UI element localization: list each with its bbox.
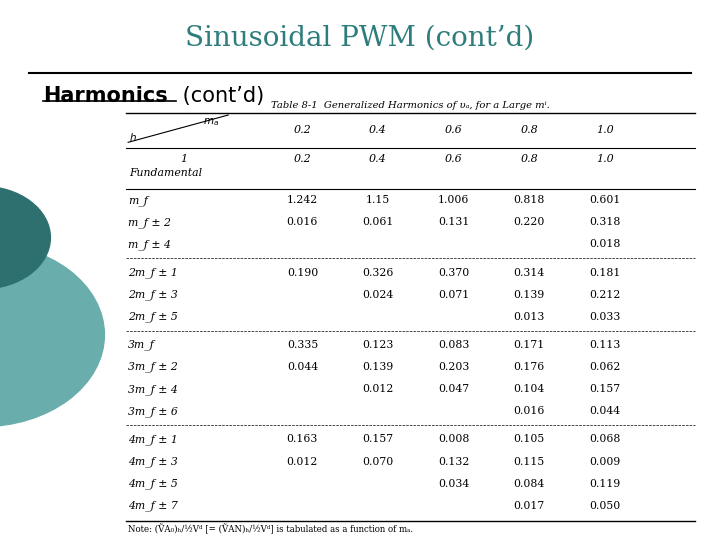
Text: 0.8: 0.8: [521, 125, 538, 135]
Text: 0.318: 0.318: [589, 217, 621, 227]
Text: 0.016: 0.016: [287, 217, 318, 227]
Text: m_f ± 4: m_f ± 4: [128, 239, 171, 250]
Text: 0.2: 0.2: [294, 125, 311, 135]
Text: 0.6: 0.6: [445, 154, 462, 164]
Text: 0.601: 0.601: [589, 195, 621, 205]
Text: m_f ± 2: m_f ± 2: [128, 217, 171, 228]
Text: 0.012: 0.012: [362, 384, 394, 394]
Text: $m_a$: $m_a$: [203, 117, 219, 129]
Text: 0.071: 0.071: [438, 289, 469, 300]
Text: 0.062: 0.062: [589, 362, 621, 372]
Text: 1: 1: [180, 154, 187, 164]
Text: 0.2: 0.2: [294, 154, 311, 164]
Text: 0.044: 0.044: [589, 406, 621, 416]
Text: 0.034: 0.034: [438, 478, 469, 489]
Text: 0.4: 0.4: [369, 125, 387, 135]
Text: 0.008: 0.008: [438, 434, 469, 444]
Text: 3m_f ± 6: 3m_f ± 6: [128, 406, 178, 417]
Text: 4m_f ± 1: 4m_f ± 1: [128, 434, 178, 445]
Text: 3m_f ± 4: 3m_f ± 4: [128, 384, 178, 395]
Text: 2m_f ± 3: 2m_f ± 3: [128, 289, 178, 300]
Text: Harmonics: Harmonics: [43, 86, 168, 106]
Text: Table 8-1  Generalized Harmonics of υₐ, for a Large mⁱ.: Table 8-1 Generalized Harmonics of υₐ, f…: [271, 100, 550, 110]
Text: 0.157: 0.157: [362, 434, 394, 444]
Text: 0.061: 0.061: [362, 217, 394, 227]
Text: 0.212: 0.212: [589, 289, 621, 300]
Text: 0.068: 0.068: [589, 434, 621, 444]
Text: 2m_f ± 1: 2m_f ± 1: [128, 267, 178, 278]
Text: 1.15: 1.15: [366, 195, 390, 205]
Text: (cont’d): (cont’d): [176, 86, 265, 106]
Text: 4m_f ± 5: 4m_f ± 5: [128, 478, 178, 489]
Text: 0.018: 0.018: [589, 239, 621, 249]
Text: 0.370: 0.370: [438, 267, 469, 278]
Text: 0.044: 0.044: [287, 362, 318, 372]
Text: 0.017: 0.017: [513, 501, 545, 511]
Text: $h$: $h$: [129, 131, 137, 144]
Text: 0.113: 0.113: [589, 340, 621, 350]
Text: Fundamental: Fundamental: [129, 168, 202, 178]
Text: 2m_f ± 5: 2m_f ± 5: [128, 312, 178, 322]
Text: 0.139: 0.139: [513, 289, 545, 300]
Text: 0.220: 0.220: [513, 217, 545, 227]
Text: 0.326: 0.326: [362, 267, 394, 278]
Text: 0.335: 0.335: [287, 340, 318, 350]
Text: 0.314: 0.314: [513, 267, 545, 278]
Circle shape: [0, 186, 50, 289]
Circle shape: [0, 243, 104, 427]
Text: 0.123: 0.123: [362, 340, 394, 350]
Text: 0.181: 0.181: [589, 267, 621, 278]
Text: 0.4: 0.4: [369, 154, 387, 164]
Text: Sinusoidal PWM (cont’d): Sinusoidal PWM (cont’d): [185, 24, 535, 51]
Text: 0.104: 0.104: [513, 384, 545, 394]
Text: 0.070: 0.070: [362, 456, 394, 467]
Text: 0.012: 0.012: [287, 456, 318, 467]
Text: 4m_f ± 7: 4m_f ± 7: [128, 501, 178, 511]
Text: 0.163: 0.163: [287, 434, 318, 444]
Text: 0.024: 0.024: [362, 289, 394, 300]
Text: 1.006: 1.006: [438, 195, 469, 205]
Text: 0.084: 0.084: [513, 478, 545, 489]
Text: 3m_f ± 2: 3m_f ± 2: [128, 362, 178, 373]
Text: 0.8: 0.8: [521, 154, 538, 164]
Text: 0.105: 0.105: [513, 434, 545, 444]
Text: 0.083: 0.083: [438, 340, 469, 350]
Text: 0.013: 0.013: [513, 312, 545, 322]
Text: 0.818: 0.818: [513, 195, 545, 205]
Text: Note: (ṼA₀)ₕ/½Vᵈ [= (ṼAN)ₕ/½Vᵈ] is tabulated as a function of mₐ.: Note: (ṼA₀)ₕ/½Vᵈ [= (ṼAN)ₕ/½Vᵈ] is tabul…: [128, 524, 413, 535]
Text: 0.203: 0.203: [438, 362, 469, 372]
Text: 1.242: 1.242: [287, 195, 318, 205]
Text: 3m_f: 3m_f: [128, 340, 155, 350]
Text: 0.115: 0.115: [513, 456, 545, 467]
Text: 0.131: 0.131: [438, 217, 469, 227]
Text: 0.050: 0.050: [589, 501, 621, 511]
Text: 1.0: 1.0: [596, 154, 613, 164]
Text: 0.119: 0.119: [589, 478, 621, 489]
Text: 1.0: 1.0: [596, 125, 613, 135]
Text: 0.139: 0.139: [362, 362, 394, 372]
Text: 0.157: 0.157: [589, 384, 621, 394]
Text: 0.190: 0.190: [287, 267, 318, 278]
Text: 0.033: 0.033: [589, 312, 621, 322]
Text: 0.016: 0.016: [513, 406, 545, 416]
Text: 0.047: 0.047: [438, 384, 469, 394]
Text: 0.132: 0.132: [438, 456, 469, 467]
Text: 0.176: 0.176: [513, 362, 545, 372]
Text: 0.6: 0.6: [445, 125, 462, 135]
Text: 0.171: 0.171: [513, 340, 545, 350]
Text: 4m_f ± 3: 4m_f ± 3: [128, 456, 178, 467]
Text: 0.009: 0.009: [589, 456, 621, 467]
Text: m_f: m_f: [128, 195, 148, 206]
